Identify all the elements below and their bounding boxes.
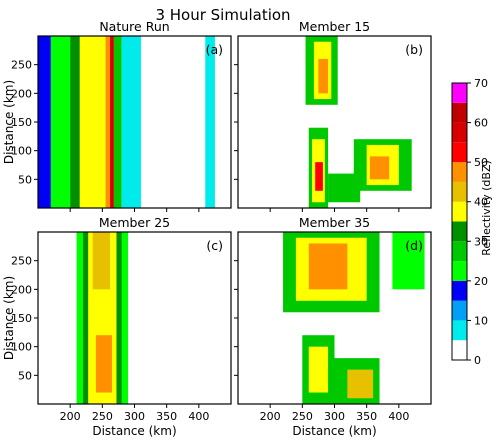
panel-label: (d) — [405, 238, 423, 253]
colorbar-tick-label: 10 — [474, 314, 488, 327]
colorbar-segment — [452, 201, 467, 222]
y-tick-label: 200 — [11, 87, 32, 100]
y-axis-label: Distance (km) — [2, 80, 16, 164]
reflectivity-cell — [105, 36, 111, 208]
reflectivity-cell — [95, 335, 112, 393]
x-tick-label: 250 — [292, 410, 313, 423]
colorbar-segment — [452, 320, 467, 341]
colorbar-frame — [451, 82, 468, 361]
panel-title: Member 15 — [299, 19, 370, 34]
figure-title: 3 Hour Simulation — [155, 6, 290, 24]
colorbar-tick-label: 50 — [474, 156, 488, 169]
y-tick-label: 200 — [11, 283, 32, 296]
reflectivity-field — [283, 232, 425, 404]
panel-label: (c) — [206, 238, 223, 253]
y-tick-label: 100 — [11, 341, 32, 354]
colorbar-segment — [452, 300, 467, 321]
y-tick-label: 50 — [18, 369, 32, 382]
x-tick-label: 350 — [356, 410, 377, 423]
reflectivity-field — [305, 36, 412, 208]
colorbar-tick-label: 0 — [474, 354, 481, 367]
y-tick-label: 250 — [11, 255, 32, 268]
x-axis-label: Distance (km) — [292, 424, 376, 438]
reflectivity-cell — [318, 58, 329, 94]
reflectivity-cell — [38, 36, 51, 208]
colorbar-segment — [452, 261, 467, 281]
panel-4: Member 35 (d) 200 250 300 350 400 Distance (km) — [234, 215, 432, 438]
reflectivity-cell — [308, 243, 348, 290]
reflectivity-cell — [369, 156, 390, 180]
colorbar: 0 10 20 30 40 50 60 70 — [451, 77, 488, 367]
colorbar-segment — [452, 340, 467, 360]
panel-label: (a) — [206, 42, 223, 57]
reflectivity-field — [76, 232, 129, 404]
y-tick-label: 150 — [11, 116, 32, 129]
reflectivity-cell — [79, 36, 106, 208]
x-tick-label: 200 — [260, 410, 281, 423]
colorbar-segment — [452, 181, 467, 202]
reflectivity-cell — [121, 36, 141, 208]
colorbar-segment — [452, 122, 467, 143]
reflectivity-cell — [315, 162, 323, 191]
x-tick-label: 400 — [188, 410, 209, 423]
y-axis-label: Distance (km) — [2, 276, 16, 360]
reflectivity-cell — [70, 36, 80, 208]
colorbar-tick-label: 70 — [474, 77, 488, 90]
colorbar-segment — [452, 83, 467, 103]
colorbar-segment — [452, 241, 467, 262]
reflectivity-cell — [110, 36, 114, 208]
colorbar-segment — [452, 142, 467, 163]
reflectivity-cell — [205, 36, 215, 208]
reflectivity-cell — [113, 36, 122, 208]
colorbar-tick-label: 30 — [474, 235, 488, 248]
x-axis-label: Distance (km) — [92, 424, 176, 438]
x-tick-label: 250 — [92, 410, 113, 423]
colorbar-tick-label: 40 — [474, 196, 488, 209]
panel-title: Member 25 — [99, 215, 170, 230]
y-tick-label: 50 — [18, 173, 32, 186]
colorbar-tick-label: 20 — [474, 275, 488, 288]
colorbar-label: Reflectivity (dBZ) — [480, 160, 493, 256]
reflectivity-cell — [392, 232, 425, 290]
x-tick-label: 400 — [388, 410, 409, 423]
panel-1: Nature Run (a) 50 100 150 200 250 Distance (km) — [2, 19, 232, 212]
colorbar-segment — [452, 221, 467, 242]
reflectivity-field — [38, 36, 215, 208]
reflectivity-cell — [50, 36, 71, 208]
panel-3: Member 25 (c) 200 250 300 350 400 50 100 150 200 25… — [2, 215, 232, 438]
colorbar-tick-label: 60 — [474, 117, 488, 130]
y-tick-label: 150 — [11, 312, 32, 325]
x-tick-label: 200 — [60, 410, 81, 423]
reflectivity-cell — [92, 232, 111, 290]
colorbar-segment — [452, 102, 467, 123]
panel-background — [38, 232, 231, 404]
panel-title: Nature Run — [99, 19, 169, 34]
panel-2: Member 15 (b) — [234, 19, 432, 212]
reflectivity-cell — [308, 346, 329, 393]
colorbar-segment — [452, 280, 467, 301]
panel-title: Member 35 — [299, 215, 370, 230]
y-tick-label: 250 — [11, 59, 32, 72]
colorbar-segment — [452, 162, 467, 182]
reflectivity-cell — [347, 369, 374, 399]
x-tick-label: 300 — [324, 410, 345, 423]
x-tick-label: 350 — [156, 410, 177, 423]
panel-label: (b) — [405, 42, 423, 57]
y-tick-label: 100 — [11, 145, 32, 158]
x-tick-label: 300 — [124, 410, 145, 423]
